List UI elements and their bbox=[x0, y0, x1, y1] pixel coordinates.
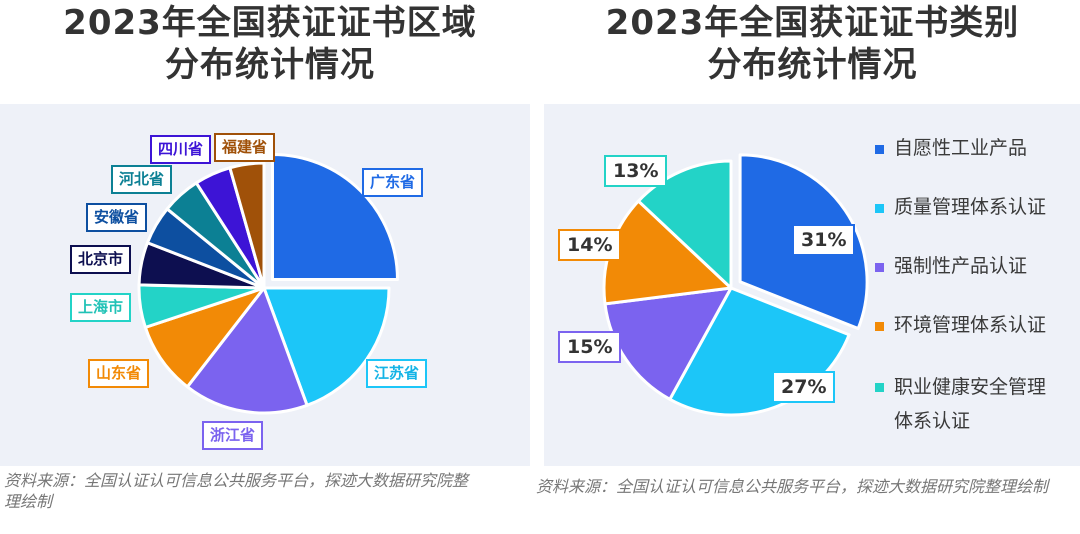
region-source-note: 资料来源：全国认证认可信息公共服务平台，探迹大数据研究院整理绘制 bbox=[4, 471, 469, 511]
region-title-line1: 2023年全国获证证书区域 bbox=[63, 3, 477, 43]
legend-label: 自愿性工业产品 bbox=[894, 137, 1028, 159]
category-source-note: 资料来源：全国认证认可信息公共服务平台，探迹大数据研究院整理绘制 bbox=[536, 477, 1049, 496]
slice-label-guangdong: 广东省 bbox=[362, 168, 424, 197]
legend-item: 强制性产品认证 bbox=[872, 252, 1077, 281]
legend-label: 强制性产品认证 bbox=[894, 255, 1028, 277]
legend-label-line2: 体系认证 bbox=[894, 410, 971, 432]
pie1-slice-0 bbox=[270, 153, 399, 282]
slice-label-sichuan: 四川省 bbox=[150, 135, 212, 164]
legend-item: 自愿性工业产品 bbox=[872, 134, 1077, 163]
slice-label-shanghai: 上海市 bbox=[70, 293, 132, 322]
legend-item: 环境管理体系认证 bbox=[872, 311, 1077, 340]
legend-label: 质量管理体系认证 bbox=[894, 196, 1047, 218]
pct-label-compulsory-product: 15% bbox=[558, 331, 622, 363]
legend-item: 质量管理体系认证 bbox=[872, 193, 1077, 222]
region-title-line2: 分布统计情况 bbox=[165, 45, 375, 85]
category-title-line1: 2023年全国获证证书类别 bbox=[605, 3, 1020, 43]
legend-label-line1: 职业健康安全管理 bbox=[894, 376, 1047, 398]
slice-label-jiangsu: 江苏省 bbox=[366, 359, 428, 388]
pie2-slice-4 bbox=[636, 159, 733, 290]
slice-label-shandong: 山东省 bbox=[88, 359, 150, 388]
pct-label-environmental-management: 14% bbox=[558, 229, 622, 261]
category-chart-title: 2023年全国获证证书类别 分布统计情况 bbox=[545, 2, 1080, 86]
legend-swatch bbox=[875, 263, 884, 272]
legend-label: 环境管理体系认证 bbox=[894, 314, 1047, 336]
legend-swatch bbox=[875, 322, 884, 331]
region-chart-title: 2023年全国获证证书区域 分布统计情况 bbox=[0, 2, 540, 86]
slice-label-hebei: 河北省 bbox=[111, 165, 173, 194]
legend-swatch bbox=[875, 204, 884, 213]
category-title-line2: 分布统计情况 bbox=[707, 45, 918, 85]
pct-label-quality-management: 27% bbox=[772, 371, 836, 403]
slice-label-fujian: 福建省 bbox=[214, 133, 276, 162]
slice-label-anhui: 安徽省 bbox=[86, 203, 148, 232]
legend-swatch bbox=[875, 145, 884, 154]
pct-label-voluntary-industrial: 31% bbox=[792, 224, 856, 256]
pie2-slice-2 bbox=[603, 286, 733, 401]
slice-label-beijing: 北京市 bbox=[70, 245, 132, 274]
category-legend: 自愿性工业产品 质量管理体系认证 强制性产品认证 环境管理体系认证 职业健康安全… bbox=[872, 134, 1077, 468]
slice-label-zhejiang: 浙江省 bbox=[202, 421, 264, 450]
pct-label-occupational-health: 13% bbox=[604, 155, 668, 187]
legend-item: 职业健康安全管理 体系认证 bbox=[872, 370, 1077, 438]
legend-swatch bbox=[875, 383, 884, 392]
pie1-slice-9 bbox=[228, 161, 266, 290]
pie1-slice-2 bbox=[185, 286, 309, 415]
